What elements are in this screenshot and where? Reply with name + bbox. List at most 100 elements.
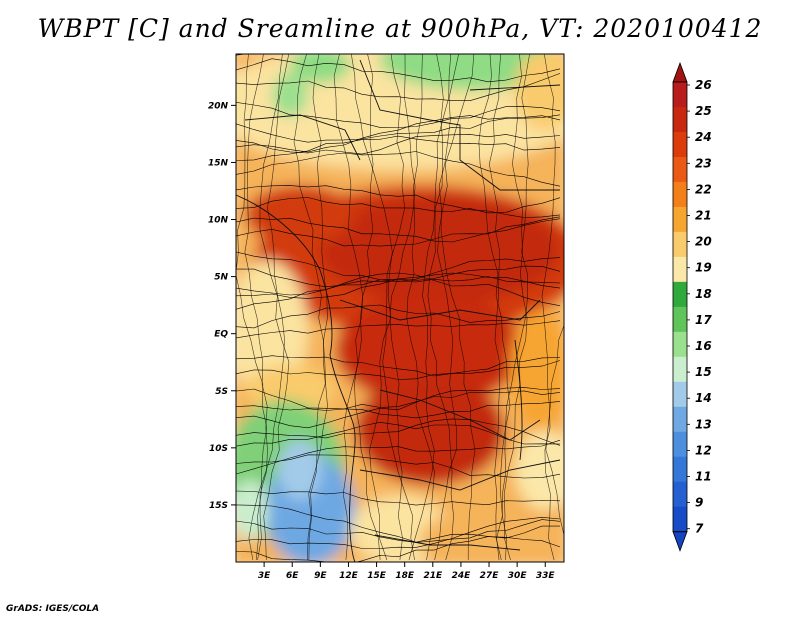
streamline (434, 54, 475, 561)
colorbar-swatch (673, 331, 687, 358)
colorbar-label: 19 (695, 261, 712, 275)
streamline (438, 54, 476, 561)
streamline (236, 73, 561, 101)
streamline (236, 114, 561, 143)
streamline (236, 504, 560, 543)
lat-tick-label: 10S (209, 444, 228, 454)
lat-tick-label: 5S (215, 387, 228, 397)
lon-tick-label: 9E (314, 571, 327, 581)
colorbar-label: 24 (695, 130, 712, 144)
streamline (236, 54, 268, 561)
streamline (236, 135, 561, 161)
lon-tick-label: 33E (536, 571, 556, 581)
colorbar-label: 12 (695, 443, 712, 457)
colorbar-label: 13 (695, 417, 712, 431)
streamline (503, 54, 528, 561)
streamline (236, 519, 561, 543)
colorbar-swatch (673, 131, 687, 158)
lon-tick-label: 18E (395, 571, 415, 581)
streamline (354, 54, 381, 561)
colorbar-swatch (673, 431, 687, 458)
lon-tick-label: 21E (423, 571, 443, 581)
streamline (389, 54, 416, 561)
streamline (236, 421, 561, 447)
streamline (293, 54, 328, 561)
latitude-axis: 20N 15N 10N 5N EQ 5S 10S 15S (208, 101, 236, 511)
streamline (236, 197, 561, 214)
colorbar-label: 26 (695, 78, 712, 92)
colorbar-swatch (673, 356, 687, 383)
lat-tick-label: 15N (208, 158, 229, 168)
streamline (248, 54, 290, 561)
chart-title: WBPT [C] and Sreamline at 900hPa, VT: 20… (37, 14, 763, 43)
streamline (236, 536, 561, 562)
colorbar-swatch (673, 281, 687, 308)
streamline (408, 54, 452, 561)
streamline (236, 185, 561, 218)
colorbar-swatch (673, 406, 687, 433)
streamline (236, 304, 561, 329)
streamline (236, 217, 561, 243)
streamline (236, 357, 561, 380)
colorbar-swatch (673, 82, 687, 108)
colorbar-label: 16 (695, 339, 712, 353)
colorbar-label: 23 (695, 156, 712, 170)
streamlines (236, 54, 564, 562)
colorbar-bottom-arrow (672, 531, 688, 552)
lat-tick-label: EQ (214, 330, 228, 340)
streamline (236, 388, 561, 419)
streamline (382, 54, 415, 561)
colorbar-label: 21 (695, 209, 712, 223)
lon-tick-label: 3E (258, 571, 271, 581)
streamline (244, 54, 268, 561)
colorbar-swatch (673, 381, 687, 408)
streamline (478, 54, 511, 561)
streamline (236, 151, 561, 187)
streamline (541, 54, 556, 561)
colorbar-swatch (673, 106, 687, 133)
colorbar-swatch (673, 156, 687, 183)
lon-tick-label: 15E (367, 571, 387, 581)
streamline (406, 54, 435, 561)
colorbar-swatch (673, 481, 687, 508)
lon-tick-label: 24E (452, 571, 472, 581)
colorbar-label: 7 (695, 522, 704, 536)
longitude-axis: 3E 6E 9E 12E 15E 18E 21E 24E 27E 30E 33E (258, 562, 556, 581)
lat-tick-label: 5N (214, 273, 228, 283)
streamline (350, 54, 393, 561)
lat-tick-label: 15S (209, 501, 228, 511)
streamline (488, 54, 502, 561)
colorbar-swatch (673, 256, 687, 283)
streamline (236, 272, 561, 310)
lat-tick-label: 10N (208, 216, 229, 226)
streamline (236, 320, 561, 339)
colorbar-top-arrow (672, 61, 688, 83)
streamline (236, 216, 561, 247)
colorbar-label: 14 (695, 391, 712, 405)
colorbar-swatch (673, 456, 687, 483)
colorbar-label: 17 (695, 313, 712, 327)
colorbar: 26 25 24 23 22 21 20 19 18 17 16 15 14 13 12 11 9 7 (672, 61, 712, 552)
lon-tick-label: 12E (339, 571, 359, 581)
streamline (427, 54, 454, 561)
streamline (308, 54, 328, 561)
streamline (501, 54, 531, 561)
colorbar-label: 18 (695, 287, 712, 301)
streamline (236, 58, 561, 83)
lon-tick-label: 30E (508, 571, 528, 581)
lat-tick-label: 20N (208, 101, 229, 111)
streamline (236, 355, 561, 377)
streamline (236, 390, 561, 411)
streamline (236, 516, 561, 549)
lon-tick-label: 6E (286, 571, 299, 581)
streamline (545, 74, 564, 537)
colorbar-swatch (673, 181, 687, 208)
grads-credit: GrADS: IGES/COLA (6, 604, 100, 614)
streamline (236, 454, 561, 479)
colorbar-label: 9 (695, 496, 703, 510)
colorbar-swatch (673, 506, 687, 532)
streamline (236, 101, 561, 128)
colorbar-label: 22 (695, 182, 712, 196)
colorbar-label: 20 (695, 235, 712, 249)
